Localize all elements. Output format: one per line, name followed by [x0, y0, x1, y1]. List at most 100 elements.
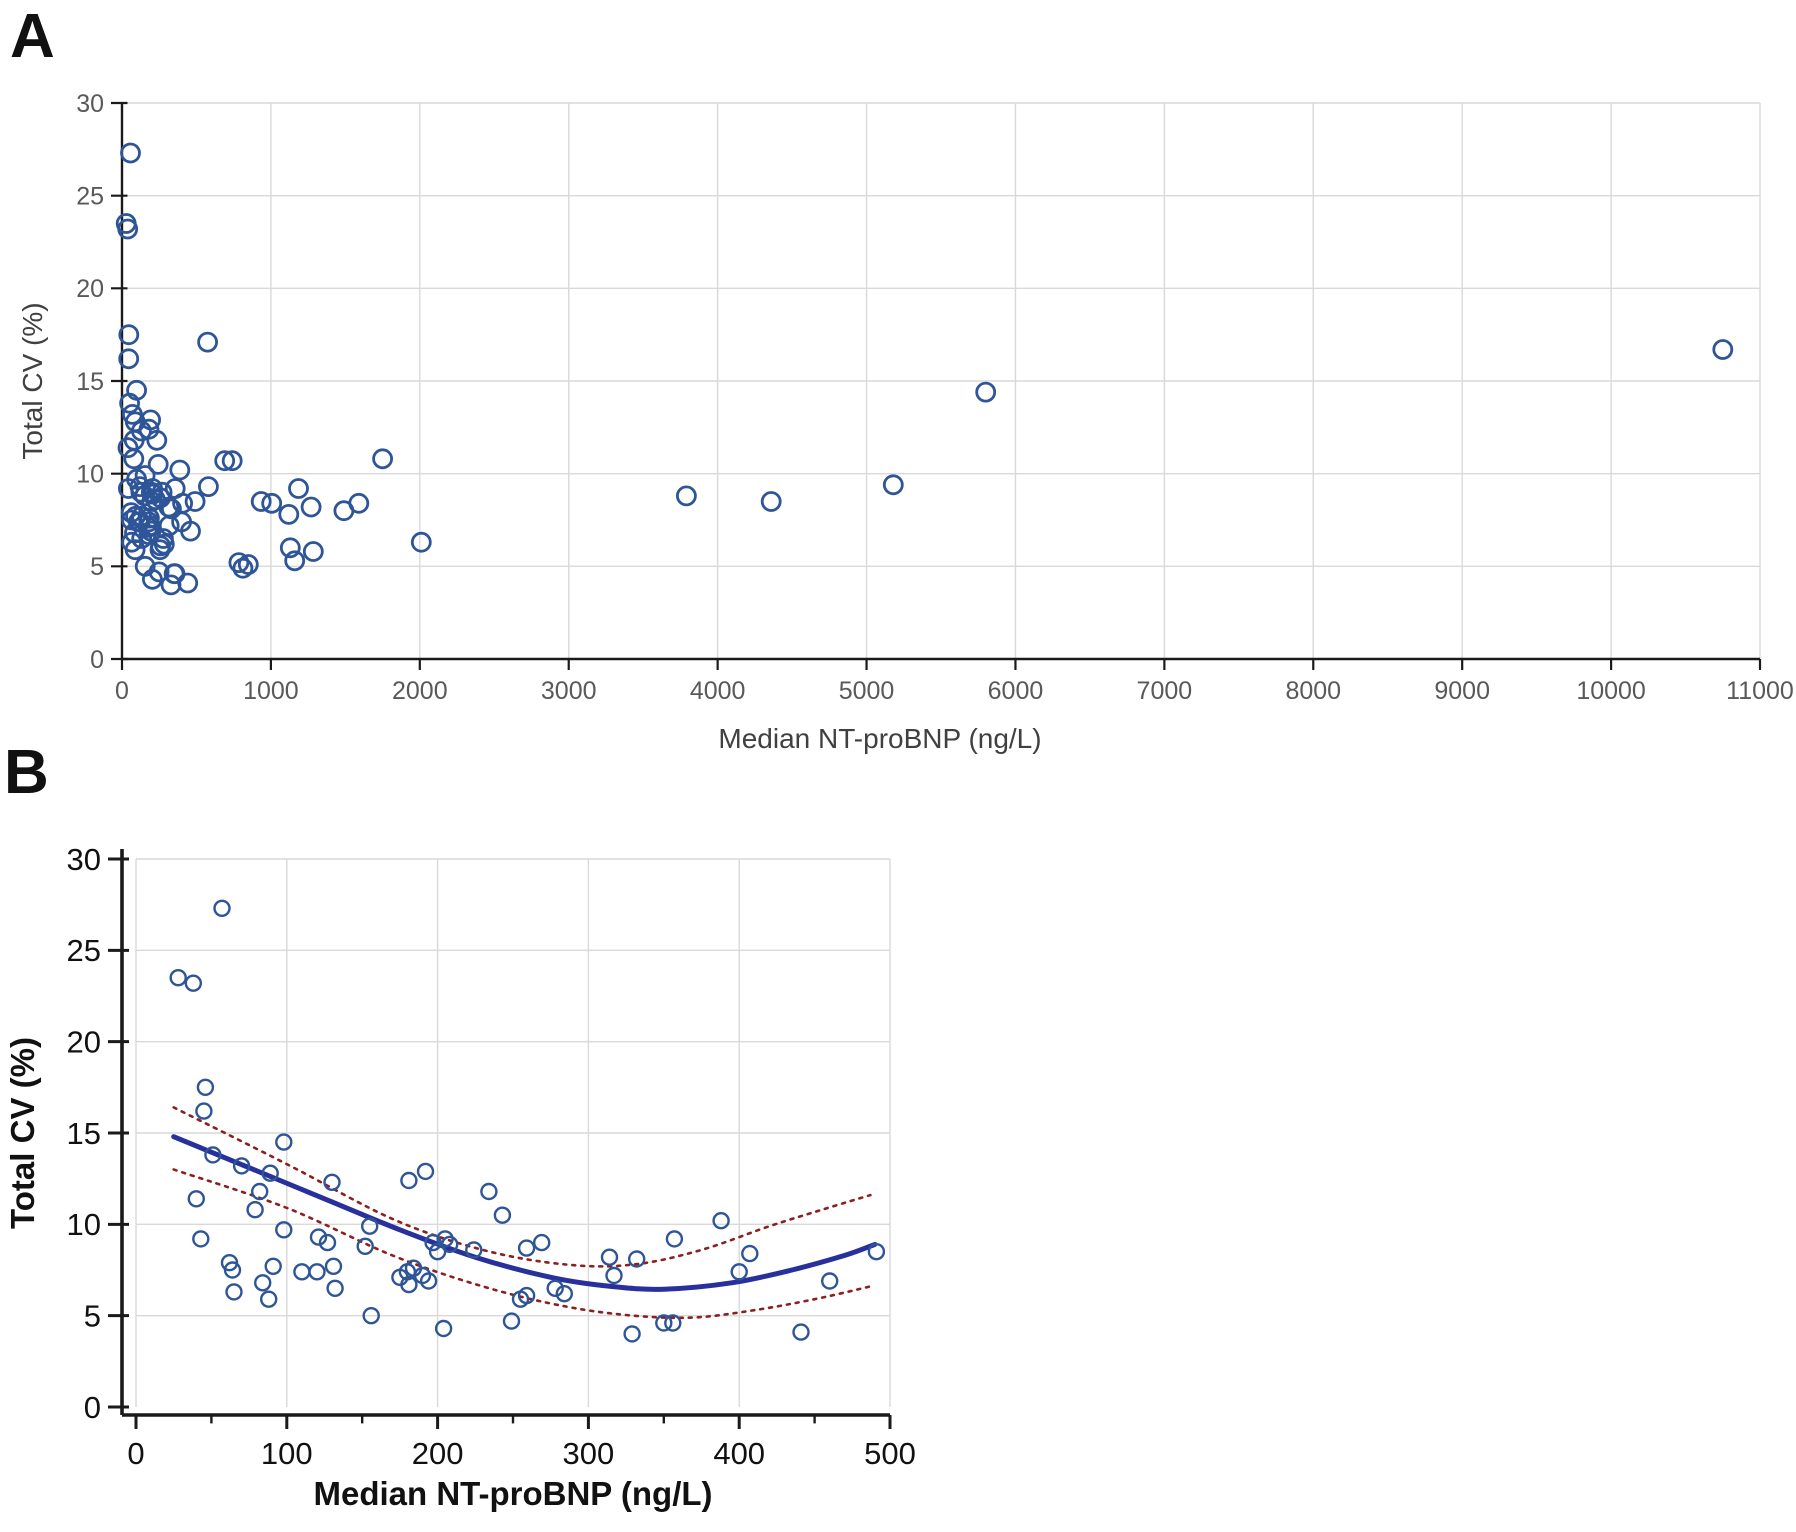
data-point	[184, 491, 206, 512]
data-point	[213, 899, 231, 918]
y-tick-label: 10	[76, 460, 104, 488]
data-point	[400, 1171, 418, 1190]
data-point	[419, 1272, 438, 1290]
data-point	[204, 1146, 222, 1164]
data-point	[600, 1248, 619, 1266]
data-point	[177, 572, 199, 594]
x-tick-label: 500	[864, 1436, 916, 1471]
data-point	[555, 1285, 573, 1303]
data-point	[246, 1201, 264, 1219]
y-tick-label: 15	[67, 1116, 101, 1151]
scatter-chart-panel-a: 0 5 10 15 20 25 30 0 1000 2000 3000 4000 5000 6000 700…	[17, 90, 1794, 754]
x-tick-label: 9000	[1434, 677, 1490, 705]
data-point	[278, 504, 300, 525]
data-point	[195, 1102, 213, 1120]
data-point	[147, 453, 169, 475]
data-point	[760, 491, 782, 512]
data-point	[123, 448, 145, 470]
data-point	[261, 1164, 279, 1182]
x-tick-label: 10000	[1576, 677, 1646, 705]
data-point	[146, 429, 168, 451]
data-point	[126, 379, 148, 401]
data-point	[323, 1173, 341, 1191]
x-tick-label: 4000	[690, 677, 746, 705]
x-tick-label: 11000	[1726, 677, 1794, 705]
data-point	[117, 218, 139, 240]
data-point	[261, 492, 283, 514]
data-point	[676, 485, 697, 507]
data-point	[184, 974, 203, 992]
data-point	[867, 1243, 886, 1261]
data-point	[623, 1325, 641, 1343]
data-point	[264, 1257, 282, 1275]
data-point	[300, 496, 322, 518]
data-point	[517, 1286, 536, 1305]
data-point	[741, 1244, 759, 1263]
x-tick-label: 0	[115, 677, 129, 705]
data-point	[232, 557, 254, 579]
y-tick-label: 20	[67, 1025, 101, 1060]
data-point	[821, 1272, 839, 1290]
x-tick-label: 6000	[988, 677, 1044, 705]
x-tick-label: 200	[412, 1436, 464, 1471]
data-point	[792, 1323, 810, 1341]
data-point	[221, 450, 243, 472]
x-tick-label: 300	[563, 1436, 615, 1471]
data-point	[361, 1217, 379, 1235]
y-tick-label: 15	[76, 368, 104, 396]
x-tick-label: 7000	[1137, 677, 1193, 705]
panel-b-label: B	[4, 738, 49, 807]
data-point	[275, 1133, 293, 1151]
x-tick-label: 2000	[392, 677, 448, 705]
x-axis-title: Median NT-proBNP (ng/L)	[718, 723, 1041, 754]
data-point	[140, 409, 162, 431]
data-point	[160, 498, 182, 520]
y-tick-label: 25	[67, 933, 101, 968]
x-axis-title: Median NT-proBNP (ng/L)	[313, 1475, 712, 1512]
fit-line	[171, 1134, 878, 1292]
y-axis-title: Total CV (%)	[17, 302, 48, 459]
data-point	[214, 450, 236, 472]
data-point	[975, 381, 997, 403]
data-point	[1712, 339, 1734, 360]
x-tick-label: 100	[261, 1436, 313, 1471]
data-point	[251, 1182, 269, 1201]
x-tick-label: 3000	[541, 677, 597, 705]
y-tick-label: 25	[76, 182, 104, 210]
data-point	[372, 448, 394, 470]
data-point	[260, 1290, 278, 1308]
data-point	[284, 550, 306, 572]
data-point	[480, 1182, 498, 1201]
panel-a-label: A	[10, 2, 55, 71]
data-point	[424, 1233, 442, 1252]
data-point	[416, 1162, 435, 1181]
data-point	[436, 1230, 454, 1248]
data-point	[172, 492, 194, 514]
data-point	[546, 1279, 564, 1297]
data-point	[441, 1235, 459, 1254]
data-point	[730, 1263, 748, 1281]
y-tick-label: 10	[67, 1207, 101, 1242]
data-point	[400, 1275, 418, 1294]
data-point	[223, 1261, 242, 1279]
data-point	[309, 1228, 328, 1246]
data-point	[120, 142, 141, 164]
data-point	[160, 574, 182, 596]
data-point	[326, 1279, 344, 1297]
data-point	[197, 331, 219, 353]
data-point	[192, 1230, 210, 1248]
data-point	[318, 1233, 337, 1252]
data-point	[493, 1206, 512, 1224]
x-tick-label: 5000	[839, 677, 895, 705]
data-point	[517, 1239, 536, 1257]
y-tick-label: 5	[90, 553, 104, 581]
data-point	[124, 539, 146, 561]
data-point	[348, 492, 370, 514]
data-point	[533, 1233, 551, 1252]
data-point	[225, 1283, 243, 1301]
data-point	[302, 541, 324, 562]
data-point	[197, 476, 219, 498]
x-tick-label: 400	[713, 1436, 765, 1471]
